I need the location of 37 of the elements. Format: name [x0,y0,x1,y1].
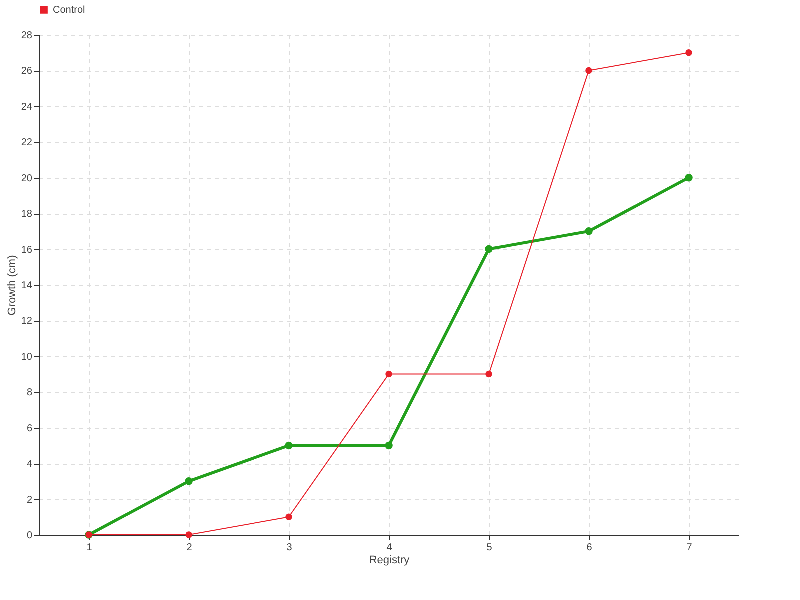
y-tick-label: 26 [21,66,33,78]
x-axis-title: Registry [369,554,410,566]
point [285,442,293,450]
x-tick-label: 2 [186,542,193,554]
x-tick-label: 3 [286,542,293,554]
point [585,228,593,236]
point [286,514,292,520]
point [185,478,193,486]
y-tick-label: 6 [26,423,33,434]
legend-label: Control [53,5,86,16]
y-tick-label: 18 [21,209,33,220]
point [486,370,492,378]
y-tick-label: 14 [21,280,33,292]
y-tick-label: 10 [21,352,33,363]
y-tick-label: 24 [21,102,33,113]
y-tick-label: 28 [21,30,33,42]
x-tick-label: 5 [486,542,493,554]
point [485,245,493,254]
point [385,442,393,450]
y-tick-label: 2 [26,494,33,506]
point [186,532,192,538]
y-tick-label: 20 [21,173,33,184]
y-tick-label: 4 [26,459,33,470]
y-tick-label: 22 [21,138,33,149]
y-tick-label: 0 [26,530,33,542]
point [686,50,692,56]
x-tick-label: 6 [586,542,593,554]
point [685,174,693,182]
x-tick-label: 1 [86,542,93,554]
y-tick-label: 12 [21,316,33,328]
x-tick-label: 4 [386,542,393,554]
y-tick-label: 16 [21,244,33,256]
x-tick-label: 7 [686,542,693,554]
y-tick-label: 8 [26,388,33,399]
y-axis-title: Growth (cm) [6,255,18,316]
point [586,67,592,74]
point [386,370,392,378]
